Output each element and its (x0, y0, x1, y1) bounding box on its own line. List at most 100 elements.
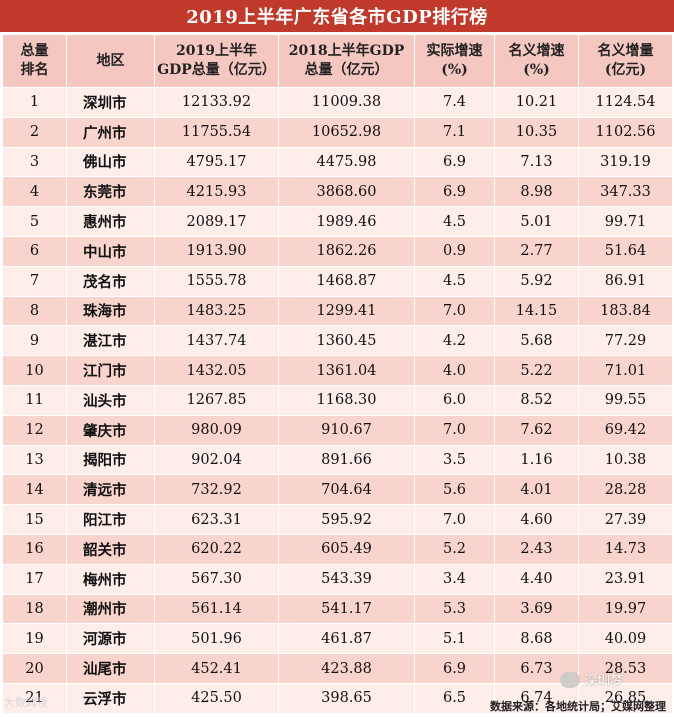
cell-nominal-growth: 5.92 (494, 266, 579, 297)
cell-nominal-increase: 99.55 (578, 385, 673, 416)
cell-gdp-2018: 3868.60 (278, 176, 415, 208)
cell-region: 阳江市 (66, 504, 155, 535)
cell-rank: 5 (2, 206, 67, 237)
cell-real-growth: 3.5 (414, 445, 495, 476)
cell-nominal-growth: 7.13 (494, 147, 579, 178)
cell-real-growth: 6.9 (414, 653, 495, 684)
cell-real-growth: 7.0 (414, 504, 495, 535)
wechat-icon (560, 671, 580, 688)
cell-nominal-growth: 5.01 (494, 206, 579, 237)
table-row: 21 云浮市 425.50 398.65 6.5 6.74 26.85 (2, 683, 673, 714)
cell-nominal-increase: 10.38 (578, 445, 673, 476)
cell-real-growth: 3.4 (414, 564, 495, 595)
table-body: 1 深圳市 12133.92 11009.38 7.4 10.21 1124.54 2 广州市 1… (2, 87, 673, 714)
cell-real-growth: 6.5 (414, 683, 495, 714)
watermark-right: 深圳梦 (560, 670, 623, 689)
cell-nominal-growth: 4.01 (494, 474, 579, 506)
cell-region: 肇庆市 (66, 415, 155, 446)
cell-nominal-increase: 99.71 (578, 206, 673, 237)
cell-nominal-growth: 1.16 (494, 445, 579, 476)
cell-gdp-2019: 4795.17 (154, 147, 279, 178)
cell-gdp-2018: 543.39 (278, 564, 415, 595)
watermark-left: 大数跨境 (4, 696, 48, 709)
cell-real-growth: 5.6 (414, 474, 495, 506)
cell-real-growth: 0.9 (414, 236, 495, 267)
cell-nominal-growth: 10.35 (494, 117, 579, 148)
cell-rank: 15 (2, 504, 67, 535)
table-row: 18 潮州市 561.14 541.17 5.3 3.69 19.97 (2, 594, 673, 625)
cell-real-growth: 5.1 (414, 623, 495, 655)
cell-nominal-growth: 2.77 (494, 236, 579, 267)
cell-region: 深圳市 (66, 87, 155, 118)
cell-rank: 6 (2, 236, 67, 267)
cell-gdp-2019: 425.50 (154, 683, 279, 714)
cell-real-growth: 4.0 (414, 355, 495, 386)
cell-gdp-2018: 1862.26 (278, 236, 415, 267)
cell-nominal-increase: 69.42 (578, 415, 673, 446)
cell-nominal-increase: 77.29 (578, 325, 673, 357)
header-region: 地区 (66, 34, 155, 88)
cell-gdp-2018: 1299.41 (278, 296, 415, 327)
cell-gdp-2018: 461.87 (278, 623, 415, 655)
cell-nominal-growth: 6.73 (494, 653, 579, 684)
cell-real-growth: 7.0 (414, 415, 495, 446)
cell-rank: 1 (2, 87, 67, 118)
cell-real-growth: 6.9 (414, 147, 495, 178)
header-gdp-2018: 2018上半年GDP 总量（亿元） (278, 34, 415, 88)
cell-gdp-2019: 452.41 (154, 653, 279, 684)
cell-gdp-2018: 605.49 (278, 534, 415, 565)
cell-rank: 8 (2, 296, 67, 327)
cell-rank: 3 (2, 147, 67, 178)
cell-nominal-growth: 10.21 (494, 87, 579, 118)
table-row: 15 阳江市 623.31 595.92 7.0 4.60 27.39 (2, 504, 673, 535)
table-row: 13 揭阳市 902.04 891.66 3.5 1.16 10.38 (2, 445, 673, 476)
cell-region: 广州市 (66, 117, 155, 148)
cell-nominal-increase: 51.64 (578, 236, 673, 267)
cell-nominal-increase: 40.09 (578, 623, 673, 655)
cell-rank: 16 (2, 534, 67, 565)
cell-nominal-growth: 2.43 (494, 534, 579, 565)
cell-region: 江门市 (66, 355, 155, 386)
cell-gdp-2018: 1360.45 (278, 325, 415, 357)
cell-region: 珠海市 (66, 296, 155, 327)
cell-gdp-2019: 2089.17 (154, 206, 279, 237)
cell-gdp-2019: 980.09 (154, 415, 279, 446)
table-row: 8 珠海市 1483.25 1299.41 7.0 14.15 183.84 (2, 296, 673, 327)
cell-gdp-2018: 891.66 (278, 445, 415, 476)
cell-real-growth: 4.5 (414, 266, 495, 297)
cell-nominal-growth: 4.60 (494, 504, 579, 535)
cell-gdp-2019: 1267.85 (154, 385, 279, 416)
header-nominal-growth: 名义增速 (%) (494, 34, 579, 88)
table-row: 4 东莞市 4215.93 3868.60 6.9 8.98 347.33 (2, 176, 673, 208)
cell-nominal-increase: 14.73 (578, 534, 673, 565)
cell-gdp-2019: 1555.78 (154, 266, 279, 297)
cell-region: 河源市 (66, 623, 155, 655)
cell-nominal-growth: 8.68 (494, 623, 579, 655)
watermark-right-text: 深圳梦 (584, 674, 624, 689)
cell-nominal-increase: 183.84 (578, 296, 673, 327)
cell-rank: 7 (2, 266, 67, 297)
cell-nominal-increase: 1102.56 (578, 117, 673, 148)
cell-gdp-2019: 11755.54 (154, 117, 279, 148)
cell-gdp-2018: 10652.98 (278, 117, 415, 148)
cell-gdp-2019: 1437.74 (154, 325, 279, 357)
cell-nominal-growth: 6.74 (494, 683, 579, 714)
cell-gdp-2018: 11009.38 (278, 87, 415, 118)
cell-nominal-increase: 23.91 (578, 564, 673, 595)
data-source-note: 数据来源：各地统计局；艾媒网整理 (490, 700, 666, 713)
table-row: 20 汕尾市 452.41 423.88 6.9 6.73 28.53 (2, 653, 673, 684)
cell-region: 惠州市 (66, 206, 155, 237)
cell-real-growth: 7.1 (414, 117, 495, 148)
cell-nominal-growth: 5.22 (494, 355, 579, 386)
cell-rank: 14 (2, 474, 67, 506)
cell-gdp-2019: 567.30 (154, 564, 279, 595)
cell-nominal-increase: 86.91 (578, 266, 673, 297)
table-row: 11 汕头市 1267.85 1168.30 6.0 8.52 99.55 (2, 385, 673, 416)
cell-nominal-growth: 7.62 (494, 415, 579, 446)
header-gdp-2019: 2019上半年 GDP总量（亿元） (154, 34, 279, 88)
cell-gdp-2019: 501.96 (154, 623, 279, 655)
cell-rank: 18 (2, 594, 67, 625)
cell-nominal-growth: 4.40 (494, 564, 579, 595)
cell-gdp-2019: 4215.93 (154, 176, 279, 208)
